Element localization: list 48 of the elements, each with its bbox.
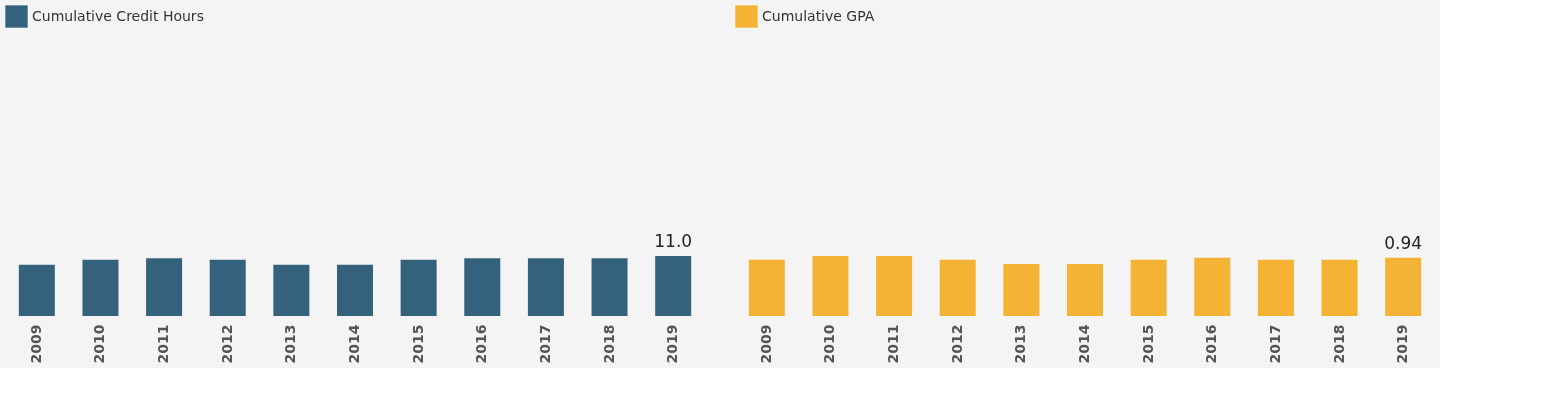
x-tick-label: 2015 xyxy=(409,324,426,364)
bar xyxy=(748,259,785,316)
x-tick-label: 2016 xyxy=(1203,324,1220,364)
bar xyxy=(337,264,373,316)
bar xyxy=(464,258,501,316)
bar xyxy=(939,259,976,316)
x-tick-label: 2009 xyxy=(27,324,44,364)
x-tick-label: 2013 xyxy=(1012,324,1029,364)
bar xyxy=(273,264,310,316)
x-tick-label: 2009 xyxy=(757,324,774,364)
x-tick-label: 2017 xyxy=(1266,324,1283,364)
bar xyxy=(1067,264,1103,316)
bar xyxy=(209,259,246,316)
x-tick-label: 2012 xyxy=(948,324,965,364)
legend-label: Cumulative Credit Hours xyxy=(32,7,204,24)
bar xyxy=(1257,259,1294,316)
bar xyxy=(812,256,849,316)
bar xyxy=(1194,257,1231,316)
x-tick-label: 2014 xyxy=(1076,324,1092,364)
bar xyxy=(1003,264,1040,316)
x-tick-label: 2013 xyxy=(282,324,299,364)
bar xyxy=(82,259,119,316)
bar xyxy=(400,259,437,316)
data-label: 0.94 xyxy=(1384,232,1423,253)
x-tick-label: 2015 xyxy=(1139,324,1156,364)
x-tick-label: 2010 xyxy=(91,324,108,364)
x-tick-label: 2019 xyxy=(1394,324,1411,364)
bar xyxy=(876,256,913,316)
x-tick-label: 2011 xyxy=(155,324,172,364)
bar xyxy=(1385,257,1422,316)
x-tick-label: 2012 xyxy=(218,324,235,364)
x-tick-label: 2018 xyxy=(1330,324,1347,364)
bar xyxy=(655,256,692,316)
x-tick-label: 2010 xyxy=(821,324,838,364)
bar xyxy=(146,258,183,316)
bar xyxy=(18,264,55,316)
bar xyxy=(1130,259,1167,316)
bar xyxy=(1321,259,1358,316)
bar xyxy=(527,258,564,316)
legend-label: Cumulative GPA xyxy=(762,7,875,24)
x-tick-label: 2011 xyxy=(885,324,902,364)
bar xyxy=(591,258,628,316)
x-tick-label: 2014 xyxy=(346,324,362,364)
x-tick-label: 2016 xyxy=(473,324,490,364)
x-tick-label: 2018 xyxy=(600,324,617,364)
data-label: 11.0 xyxy=(654,231,693,251)
x-tick-label: 2019 xyxy=(664,324,681,364)
x-tick-label: 2017 xyxy=(536,324,553,364)
